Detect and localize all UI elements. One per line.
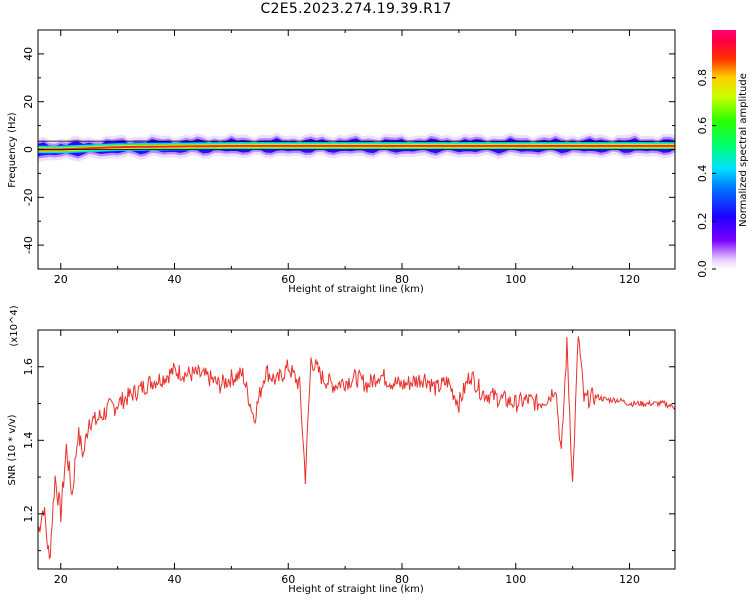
x-tick-label: 40 bbox=[168, 273, 182, 286]
y-tick-label: 1.4 bbox=[22, 432, 35, 450]
x-tick-label: 20 bbox=[54, 273, 68, 286]
spectrogram-panel: 20 40 60 80 100 120 -40 -20 0 20 40 Height of stra… bbox=[7, 29, 676, 295]
colorbar-tick-label: 0.0 bbox=[696, 260, 709, 278]
colorbar-ticks: 0.0 0.2 0.4 0.6 0.8 bbox=[696, 69, 716, 278]
y-tick-label: -20 bbox=[22, 188, 35, 206]
heatmap-band bbox=[38, 132, 675, 162]
x-tick-label: 60 bbox=[281, 573, 295, 586]
colorbar-tick-label: 0.4 bbox=[696, 165, 709, 183]
snr-panel: 20 40 60 80 100 120 1.2 1.4 1.6 Height of straig… bbox=[7, 305, 676, 595]
snr-frame bbox=[37, 329, 676, 570]
band-red bbox=[38, 145, 675, 151]
x-tick-label: 100 bbox=[505, 573, 526, 586]
y-tick-label: 20 bbox=[22, 95, 35, 109]
x-tick-label: 20 bbox=[54, 573, 68, 586]
y-tick-label: 1.6 bbox=[22, 358, 35, 376]
x-tick-label: 120 bbox=[619, 573, 640, 586]
y-tick-label: 1.2 bbox=[22, 505, 35, 523]
y-tick-label: 40 bbox=[22, 47, 35, 61]
snr-series-line bbox=[38, 336, 675, 560]
colorbar-tick-label: 0.6 bbox=[696, 117, 709, 135]
snr-ylabel: SNR (10 * v/v) bbox=[7, 414, 18, 485]
x-tick-label: 40 bbox=[168, 573, 182, 586]
snr-ticks: 20 40 60 80 100 120 1.2 1.4 1.6 bbox=[22, 330, 675, 586]
colorbar-gradient bbox=[712, 30, 736, 269]
spectrogram-ylabel: Frequency (Hz) bbox=[7, 112, 18, 188]
snr-scale-label: (x10^4) bbox=[9, 305, 20, 346]
snr-line bbox=[38, 336, 675, 560]
spectrogram-xlabel: Height of straight line (km) bbox=[288, 284, 424, 295]
x-tick-label: 120 bbox=[619, 273, 640, 286]
spectrogram-ticks: 20 40 60 80 100 120 -40 -20 0 20 40 bbox=[22, 29, 675, 286]
colorbar-tick-label: 0.8 bbox=[696, 69, 709, 87]
colorbar-tick-label: 0.2 bbox=[696, 212, 709, 230]
x-tick-label: 80 bbox=[395, 273, 409, 286]
colorbar: 0.0 0.2 0.4 0.6 0.8 Normalized spectral ampl… bbox=[696, 30, 749, 278]
x-tick-label: 80 bbox=[395, 573, 409, 586]
x-tick-label: 100 bbox=[505, 273, 526, 286]
snr-xlabel: Height of straight line (km) bbox=[288, 584, 424, 595]
y-tick-label: -40 bbox=[22, 236, 35, 254]
chart-title: C2E5.2023.274.19.39.R17 bbox=[260, 1, 452, 17]
x-tick-label: 60 bbox=[281, 273, 295, 286]
colorbar-label: Normalized spectral amplitude bbox=[738, 73, 749, 227]
y-tick-label: 0 bbox=[22, 146, 35, 153]
